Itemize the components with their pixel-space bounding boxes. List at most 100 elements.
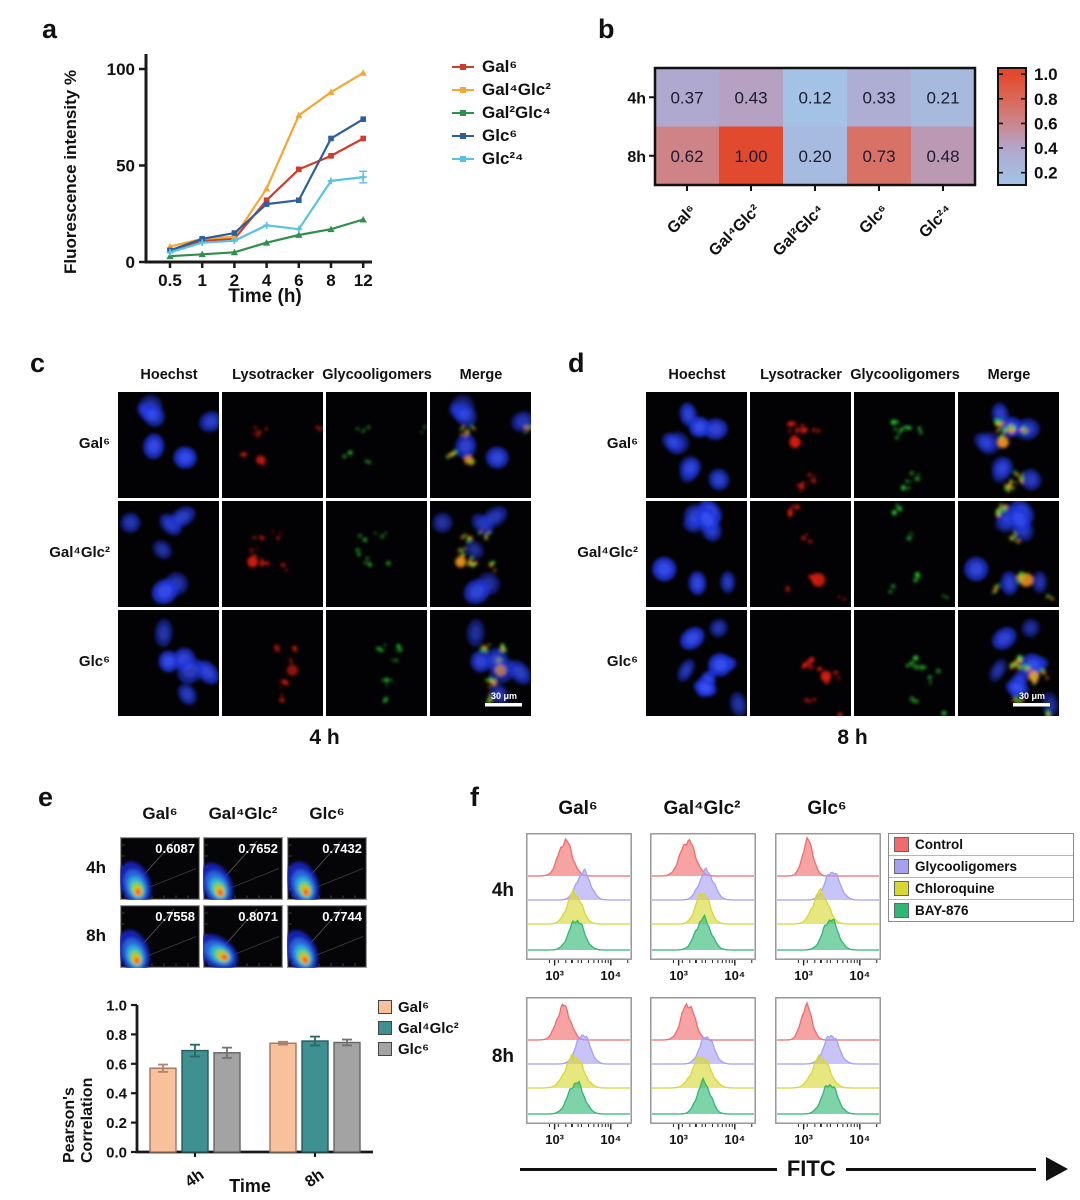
c-col-header-glycooligomers: Glycooligomers: [322, 367, 432, 383]
tick-label: 10⁴: [600, 968, 621, 983]
tick-label: 10³: [794, 1132, 813, 1147]
legend-item: Gal⁴Glc²: [378, 1019, 459, 1037]
line-chart-legend: Gal⁶ Gal⁴Glc² Gal²Glc⁴ Glc⁶ Glc²⁴: [452, 57, 551, 168]
legend-item: BAY-876: [889, 900, 1073, 921]
tick-label: 0.6087: [155, 841, 195, 856]
flow-histogram-4h-c1: 10³ 10⁴: [650, 833, 756, 983]
fitc-axis-line: [520, 1167, 777, 1171]
f-row-label: 4h: [491, 880, 514, 901]
flow-histogram-8h-c0: 10³ 10⁴: [526, 997, 632, 1147]
tick-label: 10³: [669, 1132, 688, 1147]
d-col-header-hoechst: Hoechst: [668, 367, 726, 383]
legend-swatch: [378, 1021, 392, 1035]
micro-image-c-r1-c3: [430, 501, 531, 607]
d-col-header-merge: Merge: [987, 367, 1031, 383]
legend-item: Glycooligomers: [889, 856, 1073, 878]
e-col-header: Gal⁶: [142, 804, 178, 823]
micro-image-d-r2-c0: [646, 610, 747, 716]
e-col-header: Gal⁴Glc²: [208, 804, 278, 823]
tick-label: 0.20: [798, 147, 831, 166]
legend-label: Control: [915, 837, 963, 852]
density-plot-4h-c2: 0.7432: [287, 837, 367, 900]
tick-label: Gal⁴Glc²: [706, 202, 764, 260]
heatmap-svg: 0.37 0.43 0.12 0.33 0.21 0.62 1.00 0.20 0.73 0.48…: [627, 65, 1058, 260]
panel-f-label: f: [470, 782, 479, 812]
legend-label: Gal²Glc⁴: [482, 103, 551, 122]
legend-label: Glc⁶: [482, 126, 518, 145]
tick-label: 0.48: [926, 147, 959, 166]
micro-image-d-r0-c0: [646, 392, 747, 498]
tick-label: 0.33: [862, 88, 895, 107]
fitc-axis-label: FITC: [786, 1156, 836, 1181]
tick-label: 2: [230, 271, 239, 290]
legend-swatch: [894, 859, 909, 874]
tick-label: 30 μm: [491, 691, 517, 701]
tick-label: 4h: [627, 90, 646, 107]
tick-label: 0.73: [862, 147, 895, 166]
tick-label: 1.0: [106, 998, 127, 1015]
legend-item: Gal⁶: [452, 57, 551, 76]
legend-marker: [452, 154, 474, 165]
micro-image-c-r0-c3: [430, 392, 531, 498]
tick-label: 1.0: [1034, 65, 1058, 84]
legend-label: Chloroquine: [915, 881, 995, 896]
f-col-header: Gal⁶: [558, 798, 598, 819]
tick-label: 0.4: [1034, 139, 1058, 158]
legend-item: Glc⁶: [378, 1040, 459, 1058]
micro-image-c-r2-c1: [222, 610, 323, 716]
tick-label: 0.8: [1034, 90, 1058, 109]
micro-image-d-r2-c3: 30 μm: [958, 610, 1059, 716]
legend-item: Gal⁶: [378, 998, 459, 1016]
tick-label: 0.12: [798, 88, 831, 107]
tick-label: 0.21: [926, 88, 959, 107]
fitc-axis: FITC: [520, 1156, 1068, 1182]
tick-label: 10⁴: [849, 1132, 870, 1147]
tick-label: 1.00: [734, 147, 767, 166]
c-row-label: Glc⁶: [78, 653, 110, 670]
tick-label: 0.2: [106, 1115, 127, 1132]
micro-image-d-r0-c1: [750, 392, 851, 498]
legend-swatch: [378, 1042, 392, 1056]
micro-image-d-r1-c2: [854, 501, 955, 607]
density-plot-4h-c0: 0.6087: [120, 837, 200, 900]
heatmap-chart: 0.37 0.43 0.12 0.33 0.21 0.62 1.00 0.20 0.73 0.48…: [600, 30, 1080, 320]
panel-d-label: d: [568, 348, 585, 378]
legend-label: Gal⁴Glc²: [482, 80, 551, 99]
tick-label: 0.6: [1034, 114, 1058, 133]
tick-label: 10⁴: [724, 1132, 745, 1147]
tick-label: 0.8071: [238, 909, 278, 924]
fitc-axis-line: [845, 1167, 1036, 1171]
micro-image-d-r1-c1: [750, 501, 851, 607]
legend-label: Glc⁶: [398, 1040, 430, 1058]
bar-chart-svg: 0.00.20.40.60.81.04h 8h: [106, 998, 373, 1191]
legend-label: Glc²⁴: [482, 149, 524, 168]
micro-image-c-r2-c3: 30 μm: [430, 610, 531, 716]
legend-item: Control: [889, 834, 1073, 856]
density-plot-8h-c1: 0.8071: [203, 905, 283, 968]
tick-label: Gal²Glc⁴: [770, 202, 828, 260]
legend-label: Gal⁶: [398, 998, 430, 1016]
panel-c-label: c: [30, 348, 46, 378]
c-col-header-merge: Merge: [459, 367, 503, 383]
c-row-label: Gal⁴Glc²: [49, 544, 110, 561]
micro-image-c-r0-c1: [222, 392, 323, 498]
density-plot-8h-c0: 0.7558: [120, 905, 200, 968]
tick-label: 8: [326, 271, 335, 290]
tick-label: 10³: [545, 1132, 564, 1147]
micro-image-c-r2-c0: [118, 610, 219, 716]
legend-item: Glc⁶: [452, 126, 551, 145]
micro-image-d-r2-c1: [750, 610, 851, 716]
tick-label: Glc⁶: [856, 202, 891, 237]
tick-label: 10³: [794, 968, 813, 983]
tick-label: 0.62: [670, 147, 703, 166]
d-row-label: Glc⁶: [606, 653, 638, 670]
f-col-header: Gal⁴Glc²: [663, 798, 741, 819]
micro-image-d-r1-c3: [958, 501, 1059, 607]
tick-label: 0.7744: [322, 909, 363, 924]
tick-label: 0.37: [670, 88, 703, 107]
tick-label: 0.43: [734, 88, 767, 107]
legend-swatch: [378, 1000, 392, 1014]
panel-a-label: a: [42, 14, 58, 44]
